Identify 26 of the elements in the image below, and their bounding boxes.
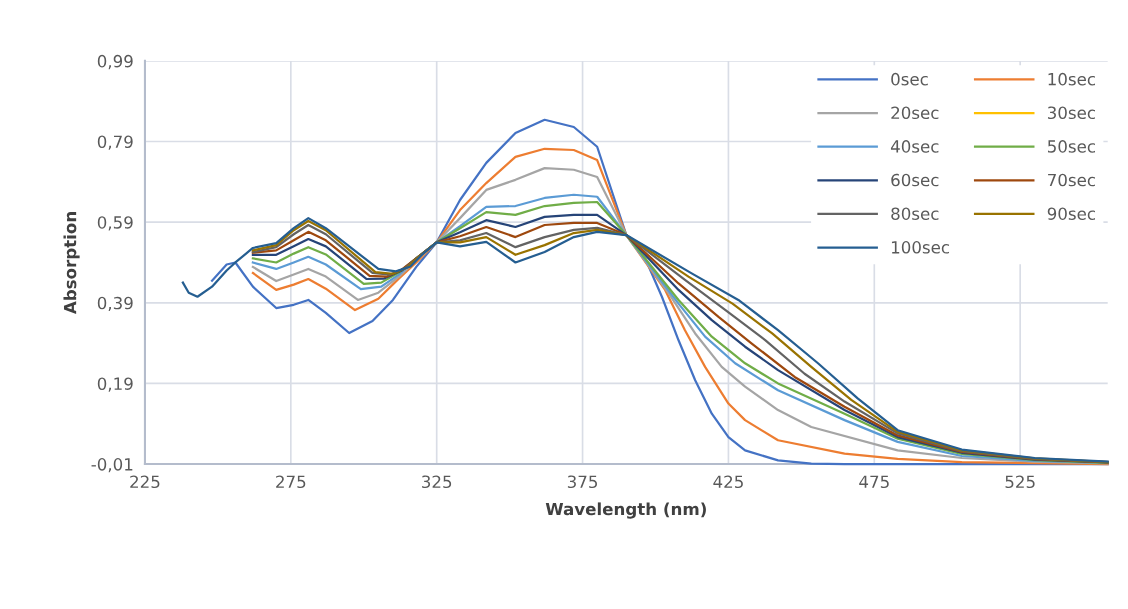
legend-label: 10sec <box>1048 72 1095 86</box>
y-tick-label: 0,99 <box>97 54 133 70</box>
y-tick-label: -0,01 <box>91 458 133 473</box>
legend-label: 50sec <box>1048 140 1095 153</box>
x-tick-label: 275 <box>276 475 306 489</box>
x-tick-label: 325 <box>422 475 452 489</box>
x-tick-label: 375 <box>567 475 598 489</box>
y-tick-label: 0,79 <box>97 135 133 150</box>
legend-label: 100sec <box>891 241 950 254</box>
legend-label: 30sec <box>1047 106 1095 120</box>
y-tick-label: 0,19 <box>97 377 133 392</box>
x-tick-label: 475 <box>859 475 889 489</box>
x-axis-title: Wavelength (nm) <box>545 502 706 519</box>
legend-label: 0sec <box>891 72 928 86</box>
legend-label: 80sec <box>891 207 939 220</box>
legend-label: 60sec <box>891 173 939 187</box>
legend-label: 20sec <box>891 106 939 120</box>
x-tick-label: 225 <box>130 475 160 489</box>
x-tick-label: 525 <box>1005 475 1035 489</box>
y-axis-title: Absorption <box>63 212 80 315</box>
y-tick-label: 0,39 <box>97 296 133 312</box>
legend-label: 90sec <box>1047 207 1095 220</box>
legend-label: 70sec <box>1048 173 1095 187</box>
y-tick-label: 0,59 <box>97 216 133 231</box>
x-tick-label: 425 <box>713 475 743 489</box>
legend-label: 40sec <box>890 140 939 153</box>
